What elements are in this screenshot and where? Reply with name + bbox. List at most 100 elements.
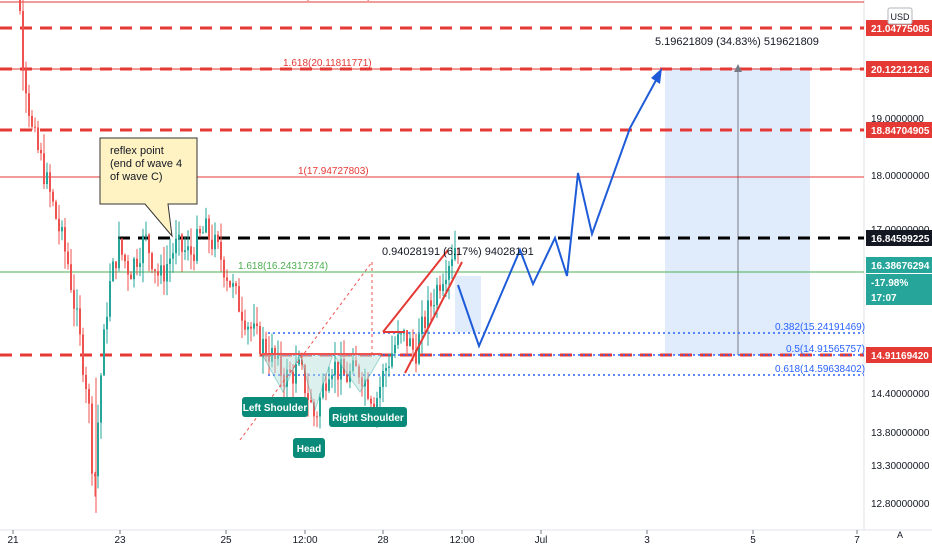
projection-arrowhead [651, 68, 662, 84]
candle-body [166, 263, 168, 282]
candle-body [139, 263, 141, 267]
candle-body [451, 259, 453, 266]
candle-body [397, 334, 399, 345]
auto-scale-label: A [897, 530, 903, 540]
candle-body [232, 283, 234, 287]
candle-body [43, 153, 45, 185]
candle-body [67, 251, 69, 265]
wedge-lower [404, 261, 463, 374]
left-shoulder-label: Left Shoulder [243, 403, 308, 414]
candle-body [265, 338, 267, 356]
x-tick-label: 25 [220, 535, 232, 546]
candle-body [352, 360, 354, 372]
candle-body [82, 334, 84, 375]
candle-body [106, 316, 108, 330]
candle-body [379, 386, 381, 399]
wedge-upper [382, 249, 449, 333]
price-tag-last [866, 289, 932, 305]
candle-body [34, 126, 36, 128]
candle-body [235, 283, 237, 287]
candle-body [277, 352, 279, 359]
candle-body [121, 238, 123, 255]
candle-body [214, 234, 216, 250]
candle-body [385, 367, 387, 372]
candle-body [424, 316, 426, 328]
x-tick-label: 21 [7, 535, 19, 546]
currency-badge[interactable]: USD [887, 7, 913, 25]
candle-body [133, 258, 135, 280]
candle-body [337, 361, 339, 380]
fib-label: 0.382(15.24191469) [775, 322, 865, 333]
candle-body [457, 248, 459, 250]
candle-body [325, 383, 327, 391]
candle-body [28, 93, 30, 116]
candle-body [418, 334, 420, 364]
candle-body [262, 338, 264, 354]
price-tag-red [866, 20, 932, 36]
price-tag-red [866, 122, 932, 138]
candle-body [445, 279, 447, 285]
candle-body [289, 369, 291, 372]
candle-body [196, 229, 198, 261]
y-tick-label: 16.84599225 [871, 234, 930, 245]
y-tick-label: 21.04775085 [871, 24, 930, 35]
candle-body [244, 320, 246, 330]
candle-body [295, 364, 297, 384]
y-tick-label: 14.91169420 [871, 351, 929, 362]
candle-body [76, 308, 78, 310]
fib-label: 0.5(14.91565757) [786, 344, 865, 355]
candle-body [361, 377, 363, 387]
candle-body [259, 325, 261, 354]
candle-body [415, 349, 417, 364]
candle-body [340, 359, 342, 380]
candle-body [388, 366, 390, 368]
candle-body [409, 338, 411, 347]
fib-label: 1(17.94727803) [298, 166, 369, 177]
x-tick-label: 23 [114, 535, 126, 546]
head-tag: Head [293, 438, 325, 458]
candle-body [412, 338, 414, 350]
candle-body [130, 274, 132, 280]
candle-body [430, 300, 432, 307]
candle-body [364, 379, 366, 387]
y-tick-label: 19.0000000 [871, 114, 924, 125]
candle-body [331, 375, 333, 380]
candle-body [439, 284, 441, 291]
left-shoulder-tag: Left Shoulder [242, 397, 308, 417]
candle-body [433, 305, 435, 307]
candle-body [391, 353, 393, 367]
overlays [239, 64, 742, 441]
candle-body [157, 271, 159, 276]
candle-body [97, 422, 99, 477]
projection-path [457, 72, 661, 349]
x-tick-label: 5 [750, 535, 756, 546]
candle-body [40, 149, 42, 154]
candle-body [223, 259, 225, 278]
y-tick-label: 17:07 [871, 293, 897, 304]
reflex-point-callout[interactable]: reflex point (end of wave 4 of wave C) [99, 137, 198, 238]
candle-body [181, 234, 183, 252]
target-arrowhead [734, 64, 742, 72]
candle-body [127, 261, 129, 275]
candle-body [49, 172, 51, 192]
candle-body [286, 369, 288, 387]
candle-body [316, 416, 318, 418]
candle-body [256, 323, 258, 326]
candle-body [103, 329, 105, 376]
measure-mid-text: 0.94028191 (6.17%) 94028191 [382, 246, 534, 258]
auto-scale-button[interactable]: A [897, 530, 903, 540]
candle-body [238, 286, 240, 312]
candle-body [31, 115, 33, 127]
candle-body [148, 234, 150, 254]
x-tick-label: 28 [377, 535, 389, 546]
candle-body [190, 246, 192, 255]
candle-body [160, 265, 162, 276]
candle-body [211, 239, 213, 250]
candle-body [346, 374, 348, 382]
candle-body [64, 227, 66, 252]
candle-body [310, 400, 312, 403]
candle-body [370, 398, 372, 404]
price-tag-red [866, 61, 932, 77]
y-tick-label: 16.38676294 [871, 261, 930, 272]
